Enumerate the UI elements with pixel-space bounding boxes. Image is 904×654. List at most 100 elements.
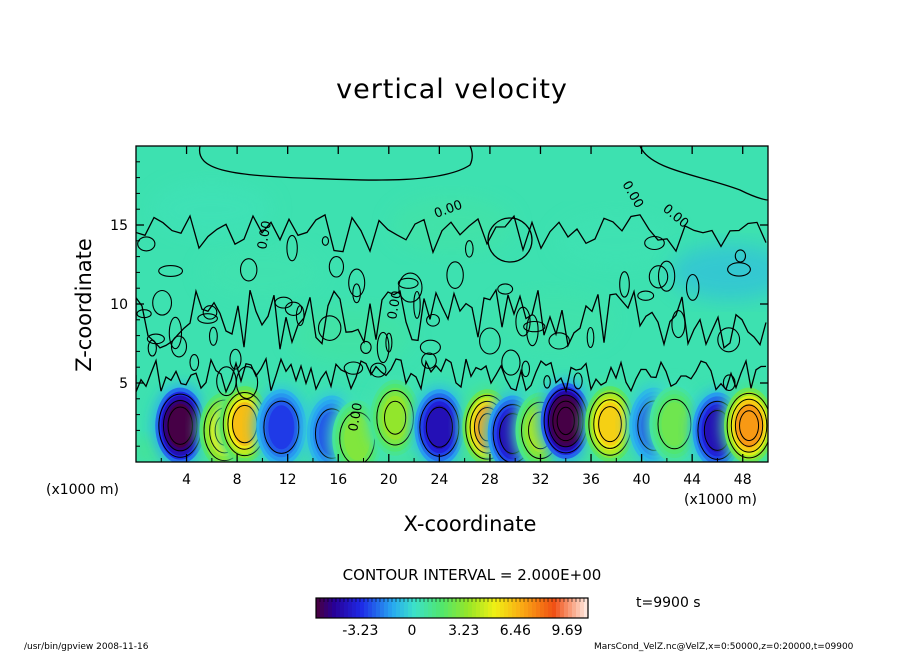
convective-cell-16 [721,383,768,462]
footer-program-info: /usr/bin/gpview 2008-11-16 [24,642,149,652]
colorbar-segment [372,598,377,618]
colorbar-segment [488,598,493,618]
colorbar-segment [392,598,397,618]
colorbar-segment [400,598,405,618]
colorbar-segment [320,598,325,618]
x-unit-label-left: (x1000 m) [46,482,119,498]
colorbar-segment [452,598,457,618]
colorbar-tick-label: 6.46 [500,623,531,639]
convective-cell-0 [152,383,209,462]
x-tick-label: 40 [633,472,651,488]
x-tick-label: 32 [532,472,550,488]
colorbar-segment [576,598,581,618]
small-contour [229,348,242,370]
colorbar-segment [548,598,553,618]
small-contour [317,315,342,341]
colorbar-segment [484,598,489,618]
small-contour [274,296,293,309]
small-contour [543,375,551,389]
field-variation-4 [493,291,614,348]
cell-contour [384,400,407,435]
colorbar-segment [508,598,513,618]
small-contour [419,339,441,355]
colorbar-segment [456,598,461,618]
field-variation-0 [202,244,323,301]
colorbar-segment [332,598,337,618]
colorbar-segment [460,598,465,618]
zero-contour-closed [487,217,533,263]
small-contour [189,354,200,371]
small-contour [413,290,421,319]
cell-band [382,395,409,440]
colorbar-segment [516,598,521,618]
convective-cell-12 [582,382,638,462]
time-label: t=9900 s [636,595,701,611]
colorbar-segment [480,598,485,618]
small-contour [497,283,514,295]
small-contour [208,326,218,346]
cell-band [552,398,579,443]
colorbar-segment [412,598,417,618]
colorbar-segment [340,598,345,618]
small-contour [397,277,419,289]
x-tick-label: 44 [683,472,701,488]
cell-contour [425,406,453,448]
colorbar-segment [472,598,477,618]
cell-band [268,405,295,450]
colorbar-segment [444,598,449,618]
small-contour [328,256,345,278]
colorbar-segment [424,598,429,618]
small-contour [648,265,669,289]
cell-contour [726,392,768,459]
small-contour [239,258,258,282]
x-tick-label: 36 [582,472,600,488]
cell-band [661,402,688,447]
y-tick-label: 10 [110,297,128,313]
cell-contour [730,398,768,453]
small-contour [286,234,298,262]
colorbar-segment [552,598,557,618]
small-contour [136,309,152,319]
small-contour [376,331,390,364]
colorbar-segment [364,598,369,618]
contour-label: 0.00 [385,290,405,321]
colorbar-segment [568,598,573,618]
contour-label: 0.00 [346,402,366,433]
small-contour [343,361,364,375]
cell-contour [556,406,575,436]
colorbar-segment [560,598,565,618]
zero-contour-top-right [639,146,768,201]
colorbar-segment [496,598,501,618]
colorbar-segment [440,598,445,618]
cell-band [167,403,194,448]
small-contour [295,305,305,327]
cell-band [344,416,371,461]
field-variation-5 [290,307,411,364]
small-contour [523,320,546,333]
colorbar-segment [536,598,541,618]
small-contour [717,327,741,353]
cell-contour [734,404,764,447]
x-tick-label: 12 [279,472,297,488]
small-contour [360,340,372,354]
colorbar-segment [464,598,469,618]
colorbar-segment [500,598,505,618]
x-tick-label: 24 [430,472,448,488]
colorbar-tick-label: 9.69 [551,623,582,639]
cell-band [597,402,623,447]
small-contour [446,261,464,289]
x-tick-label: 8 [233,472,242,488]
colorbar-segment [532,598,537,618]
small-contour [352,283,361,304]
small-contour [284,301,303,316]
x-tick-label: 48 [734,472,752,488]
x-tick-label: 4 [182,472,191,488]
small-contour [152,289,173,316]
small-contour [722,374,736,392]
x-unit-label-right: (x1000 m) [684,492,757,508]
colorbar-tick-label: 0 [408,623,417,639]
cell-contour [552,400,580,442]
small-contour [573,372,583,390]
